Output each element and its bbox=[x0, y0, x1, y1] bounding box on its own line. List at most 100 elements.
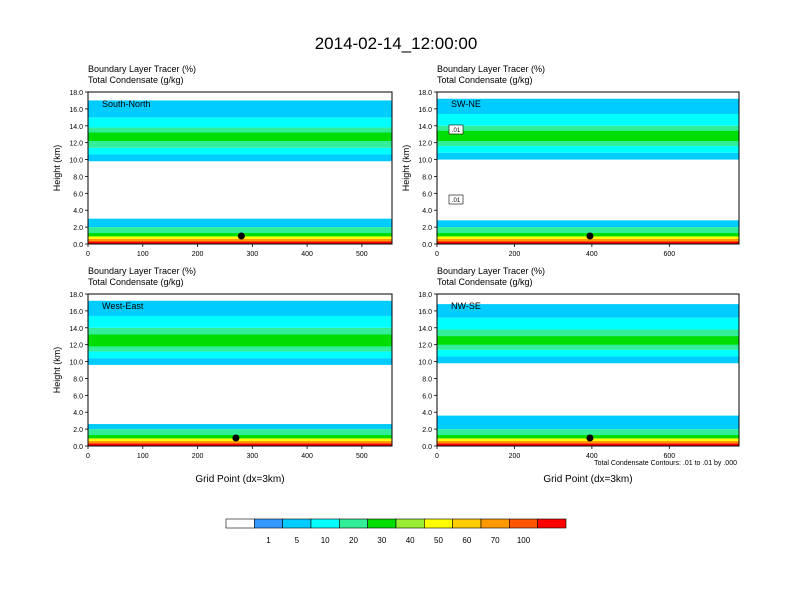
field-band-6 bbox=[88, 424, 392, 430]
y-tick-label: 12.0 bbox=[418, 343, 432, 350]
colorbar-box-10 bbox=[480, 518, 510, 529]
colorbar-box-7 bbox=[395, 518, 425, 529]
x-tick-label: 100 bbox=[137, 251, 149, 258]
colorbar-box-2 bbox=[254, 518, 283, 529]
x-tick-label: 200 bbox=[509, 453, 521, 460]
x-tick-label: 400 bbox=[586, 453, 598, 460]
y-tick-label: 6.0 bbox=[73, 393, 83, 400]
field-band-11 bbox=[88, 117, 392, 128]
contour-label: .01 bbox=[452, 198, 461, 204]
field-band-10 bbox=[437, 336, 739, 345]
y-tick-label: 16.0 bbox=[418, 107, 432, 114]
panel-subtitle-tracer: Boundary Layer Tracer (%) bbox=[437, 64, 545, 74]
x-tick-label: 500 bbox=[356, 251, 368, 258]
field-band-2 bbox=[437, 440, 739, 444]
field-band-8 bbox=[88, 147, 392, 155]
field-band-2 bbox=[88, 440, 392, 444]
y-tick-label: 14.0 bbox=[418, 124, 432, 131]
x-tick-label: 200 bbox=[509, 251, 521, 258]
panel-subtitle-tracer: Boundary Layer Tracer (%) bbox=[437, 266, 545, 276]
field-band-7 bbox=[88, 358, 392, 365]
colorbar-box-9 bbox=[452, 518, 482, 529]
y-tick-label: 16.0 bbox=[69, 107, 83, 114]
y-tick-label: 12.0 bbox=[69, 141, 83, 148]
field-band-1 bbox=[88, 241, 392, 244]
colorbar-label: 1 bbox=[266, 536, 271, 545]
panel-4: Boundary Layer Tracer (%)Total Condensat… bbox=[418, 266, 740, 485]
y-tick-label: 12.0 bbox=[69, 343, 83, 350]
y-tick-label: 14.0 bbox=[69, 326, 83, 333]
colorbar-box-6 bbox=[367, 518, 397, 529]
plot-frame bbox=[87, 293, 393, 447]
y-tick-label: 16.0 bbox=[418, 309, 432, 316]
y-tick-label: 4.0 bbox=[73, 208, 83, 215]
panel-2: Boundary Layer Tracer (%)Total Condensat… bbox=[401, 64, 740, 258]
contour-label: .01 bbox=[452, 128, 461, 134]
panel-subtitle-condensate: Total Condensate (g/kg) bbox=[88, 277, 184, 287]
x-tick-label: 0 bbox=[435, 453, 439, 460]
colorbar-label: 70 bbox=[491, 536, 500, 545]
y-tick-label: 12.0 bbox=[418, 141, 432, 148]
x-tick-label: 200 bbox=[192, 453, 204, 460]
location-marker bbox=[586, 232, 594, 240]
x-tick-label: 300 bbox=[246, 251, 258, 258]
panel-subtitle-tracer: Boundary Layer Tracer (%) bbox=[88, 64, 196, 74]
field-band-12 bbox=[88, 300, 392, 316]
y-tick-label: 18.0 bbox=[418, 90, 432, 97]
panel-subtitle-condensate: Total Condensate (g/kg) bbox=[437, 277, 533, 287]
field-band-11 bbox=[437, 113, 739, 126]
field-band-4 bbox=[88, 435, 392, 439]
x-tick-label: 0 bbox=[86, 251, 90, 258]
figure-title: 2014-02-14_12:00:00 bbox=[315, 34, 478, 53]
panel-subtitle-tracer: Boundary Layer Tracer (%) bbox=[88, 266, 196, 276]
field-band-8 bbox=[437, 349, 739, 357]
y-tick-label: 2.0 bbox=[73, 427, 83, 434]
contour-note: Total Condensate Contours: .01 to .01 by… bbox=[594, 460, 737, 467]
y-tick-label: 0.0 bbox=[422, 444, 432, 451]
plot-frame bbox=[87, 91, 393, 245]
field-band-11 bbox=[88, 315, 392, 328]
y-tick-label: 18.0 bbox=[418, 292, 432, 299]
x-axis-label: Grid Point (dx=3km) bbox=[195, 474, 284, 485]
x-tick-label: 500 bbox=[356, 453, 368, 460]
y-tick-label: 14.0 bbox=[418, 326, 432, 333]
field-band-5 bbox=[437, 227, 739, 234]
y-tick-label: 0.0 bbox=[73, 242, 83, 249]
y-tick-label: 8.0 bbox=[422, 376, 432, 383]
x-tick-label: 400 bbox=[301, 251, 313, 258]
location-marker bbox=[232, 434, 240, 442]
y-tick-label: 4.0 bbox=[422, 410, 432, 417]
y-tick-label: 10.0 bbox=[69, 158, 83, 165]
y-tick-label: 0.0 bbox=[73, 444, 83, 451]
x-tick-label: 0 bbox=[435, 251, 439, 258]
x-tick-label: 100 bbox=[137, 453, 149, 460]
panel-subtitle-condensate: Total Condensate (g/kg) bbox=[88, 75, 184, 85]
field-band-1 bbox=[437, 443, 739, 446]
y-tick-label: 0.0 bbox=[422, 242, 432, 249]
x-axis-label: Grid Point (dx=3km) bbox=[543, 474, 632, 485]
field-band-11 bbox=[437, 317, 739, 330]
field-band-12 bbox=[437, 304, 739, 318]
x-tick-label: 600 bbox=[663, 251, 675, 258]
colorbar-label: 5 bbox=[295, 536, 300, 545]
y-axis-label: Height (km) bbox=[52, 347, 62, 394]
cross-section-label: West-East bbox=[102, 301, 144, 311]
field-band-5 bbox=[437, 429, 739, 436]
y-axis-label: Height (km) bbox=[401, 145, 411, 192]
colorbar-box-4 bbox=[310, 518, 340, 529]
x-tick-label: 300 bbox=[246, 453, 258, 460]
x-tick-label: 600 bbox=[663, 453, 675, 460]
plot-frame bbox=[436, 91, 740, 245]
y-tick-label: 18.0 bbox=[69, 292, 83, 299]
y-axis-label: Height (km) bbox=[52, 145, 62, 192]
location-marker bbox=[586, 434, 594, 442]
y-tick-label: 18.0 bbox=[69, 90, 83, 97]
cross-section-label: NW-SE bbox=[451, 301, 481, 311]
panel-1: Boundary Layer Tracer (%)Total Condensat… bbox=[52, 64, 393, 258]
contour-label-box bbox=[448, 124, 464, 135]
panel-subtitle-condensate: Total Condensate (g/kg) bbox=[437, 75, 533, 85]
x-tick-label: 200 bbox=[192, 251, 204, 258]
field-band-8 bbox=[88, 351, 392, 359]
location-marker bbox=[237, 232, 245, 240]
